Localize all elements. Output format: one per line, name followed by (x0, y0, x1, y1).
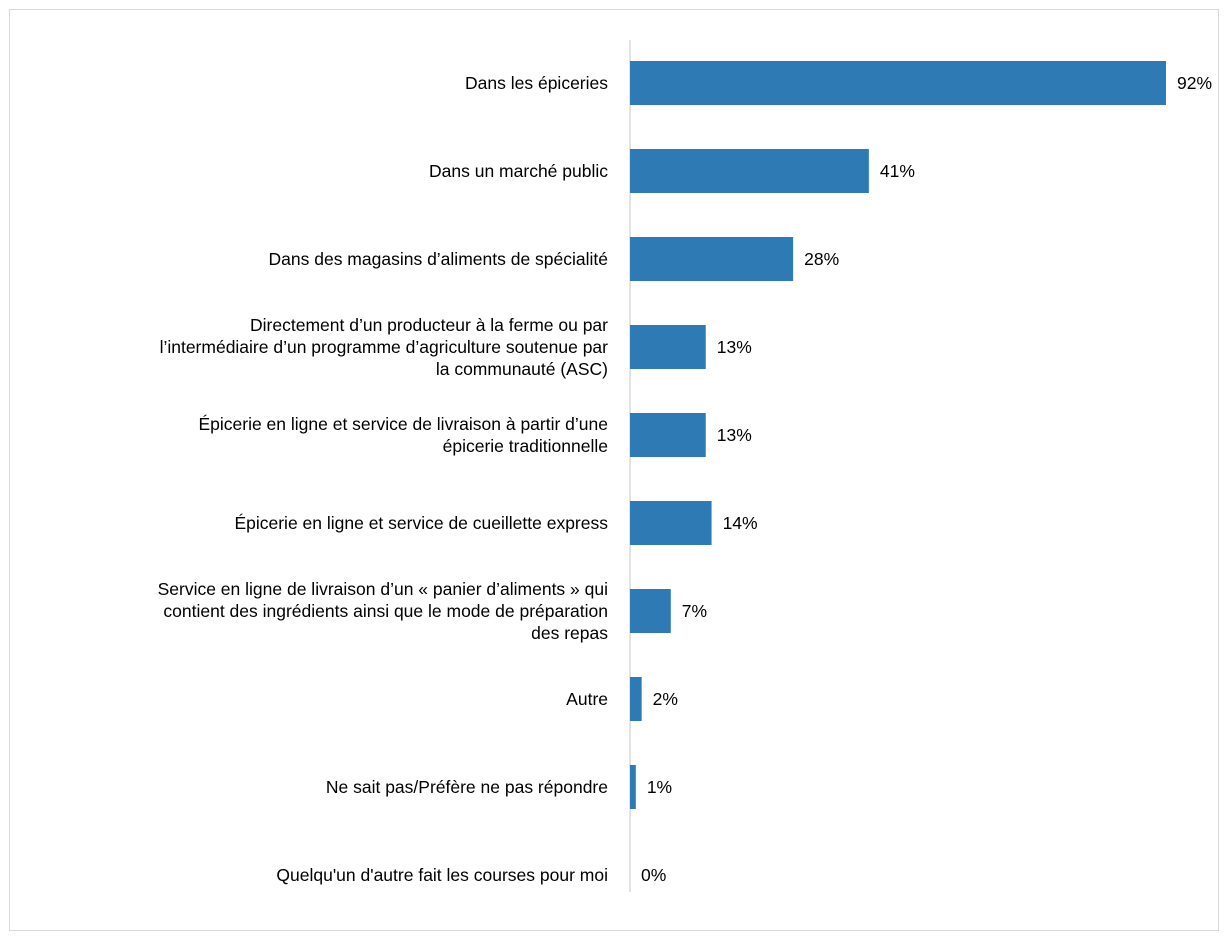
data-label-8: 1% (647, 777, 672, 797)
category-label-6-line-2: des repas (531, 623, 608, 643)
bar-chart: Dans les épiceries Dans un marché public D… (158, 40, 1212, 892)
bar-7 (630, 677, 642, 721)
data-label-4: 13% (717, 425, 752, 445)
category-label-8-line-0: Ne sait pas/Préfère ne pas répondre (326, 777, 608, 797)
category-label-3-line-2: la communauté (ASC) (436, 359, 608, 379)
bar-5 (630, 501, 712, 545)
data-label-7: 2% (653, 689, 678, 709)
category-labels-group: Dans les épiceries Dans un marché public D… (158, 73, 609, 885)
data-labels-group: 92% 41% 28% 13% 13% 14% 7% 2% 1% 0% (641, 73, 1212, 885)
chart-frame: Dans les épiceries Dans un marché public D… (9, 9, 1219, 931)
category-label-3-line-0: Directement d’un producteur à la ferme o… (250, 315, 608, 335)
category-label-6-line-0: Service en ligne de livraison d’un « pan… (158, 579, 608, 599)
category-label-6-line-1: contient des ingrédients ainsi que le mo… (163, 601, 608, 621)
category-label-2-line-0: Dans des magasins d’aliments de spéciali… (269, 249, 608, 269)
bar-6 (630, 589, 671, 633)
data-label-9: 0% (641, 865, 666, 885)
data-label-6: 7% (682, 601, 707, 621)
data-label-2: 28% (804, 249, 839, 269)
data-label-1: 41% (880, 161, 915, 181)
category-label-4-line-0: Épicerie en ligne et service de livraiso… (198, 414, 608, 434)
bar-2 (630, 237, 794, 281)
data-label-0: 92% (1177, 73, 1212, 93)
category-label-4-line-1: épicerie traditionnelle (443, 436, 608, 456)
category-label-7-line-0: Autre (566, 689, 608, 709)
bar-0 (630, 61, 1166, 105)
bar-8 (630, 765, 636, 809)
bars-group (630, 61, 1166, 809)
data-label-3: 13% (717, 337, 752, 357)
category-label-1-line-0: Dans un marché public (429, 161, 608, 181)
category-label-9-line-0: Quelqu'un d'autre fait les courses pour … (276, 865, 608, 885)
bar-4 (630, 413, 706, 457)
data-label-5: 14% (723, 513, 758, 533)
category-label-3-line-1: l’intermédiaire d’un programme d’agricul… (160, 337, 609, 357)
bar-1 (630, 149, 869, 193)
category-label-0-line-0: Dans les épiceries (465, 73, 608, 93)
category-label-5-line-0: Épicerie en ligne et service de cueillet… (234, 513, 608, 533)
bar-3 (630, 325, 706, 369)
